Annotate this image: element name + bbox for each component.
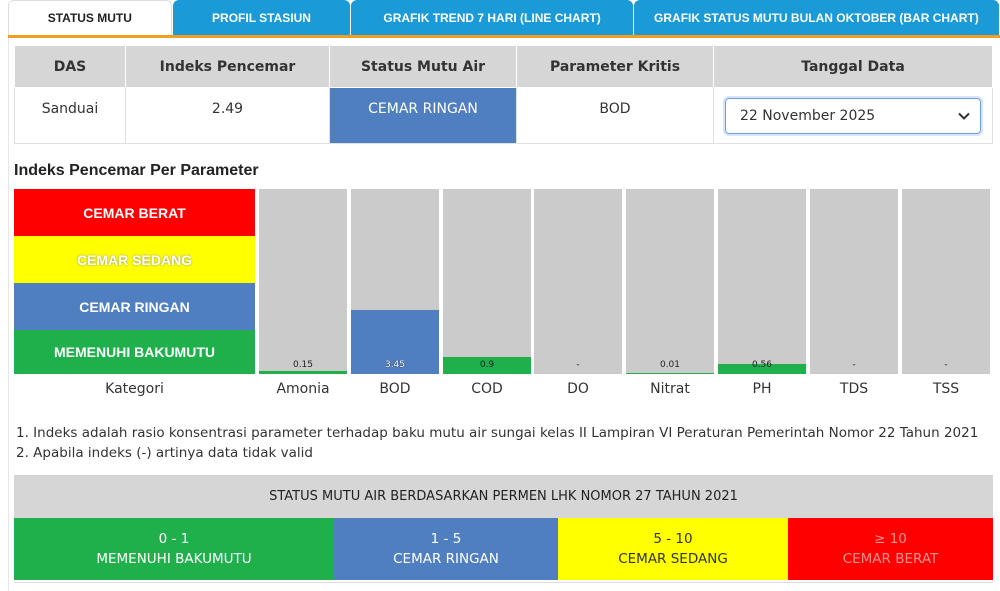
summary-table: DAS Indeks Pencemar Status Mutu Air Para… <box>14 45 993 144</box>
legend-title: STATUS MUTU AIR BERDASARKAN PERMEN LHK N… <box>14 475 993 518</box>
legend-cemar-sedang: 5 - 10 CEMAR SEDANG <box>558 518 788 580</box>
bar-value-label: 3.45 <box>384 360 406 370</box>
bar-category-label: TSS <box>932 381 960 397</box>
bar-category-label: Amonia <box>276 381 330 397</box>
legend-range: 0 - 1 <box>158 531 190 547</box>
bar-fill-cod <box>443 357 531 374</box>
category-cemar-berat: CEMAR BERAT <box>14 189 255 236</box>
bar-fill-ph <box>718 364 806 374</box>
tab-profil-stasiun[interactable]: PROFIL STASIUN <box>172 0 351 35</box>
bar-tds: - <box>810 189 898 374</box>
bar-nitrat: 0.01 <box>626 189 714 374</box>
bar-ph: 0.56 <box>718 189 806 374</box>
bar-category-label: Nitrat <box>650 381 690 397</box>
note-2: 2. Apabila indeks (-) artinya data tidak… <box>16 445 313 461</box>
legend-range: 1 - 5 <box>430 531 462 547</box>
legend-range: 5 - 10 <box>653 531 693 547</box>
kategori-label: Kategori <box>105 381 164 397</box>
table-row: Sanduai 2.49 CEMAR RINGAN BOD 22 Novembe… <box>14 87 993 144</box>
chevron-down-icon <box>958 108 970 124</box>
legend-memenuhi-bakumutu: 0 - 1 MEMENUHI BAKUMUTU <box>14 518 334 580</box>
status-badge: CEMAR RINGAN <box>329 87 517 144</box>
bar-amonia: 0.15 <box>259 189 347 374</box>
das-value: Sanduai <box>14 87 126 144</box>
header-status-mutu-air: Status Mutu Air <box>329 45 517 88</box>
bar-value-label: 0.9 <box>479 360 495 370</box>
content-left-border <box>8 38 9 591</box>
bar-fill-bod <box>351 310 439 374</box>
legend-label: CEMAR BERAT <box>842 551 939 567</box>
legend-cemar-ringan: 1 - 5 CEMAR RINGAN <box>334 518 558 580</box>
tab-bar: STATUS MUTU PROFIL STASIUN GRAFIK TREND … <box>8 0 1000 38</box>
tab-status-mutu[interactable]: STATUS MUTU <box>8 0 172 35</box>
bar-tss: - <box>902 189 990 374</box>
bar-value-label: 0.15 <box>292 360 314 370</box>
category-cemar-ringan: CEMAR RINGAN <box>14 283 255 330</box>
tab-grafik-status-mutu[interactable]: GRAFIK STATUS MUTU BULAN OKTOBER (BAR CH… <box>633 0 999 35</box>
date-select-value: 22 November 2025 <box>740 107 876 124</box>
indeks-value: 2.49 <box>125 87 330 144</box>
note-1: 1. Indeks adalah rasio konsentrasi param… <box>16 425 979 441</box>
bar-fill-amonia <box>259 371 347 374</box>
bar-cod: 0.9 <box>443 189 531 374</box>
legend-label: CEMAR RINGAN <box>393 551 499 567</box>
tab-grafik-trend[interactable]: GRAFIK TREND 7 HARI (LINE CHART) <box>351 0 633 35</box>
category-cemar-sedang: CEMAR SEDANG <box>14 236 255 283</box>
bar-category-label: TDS <box>839 381 869 397</box>
bar-category-label: COD <box>471 381 503 397</box>
bar-category-label: PH <box>752 381 772 397</box>
tanggal-cell: 22 November 2025 <box>713 87 993 144</box>
bar-value-label: 0.01 <box>659 360 681 370</box>
legend-cemar-berat: ≥ 10 CEMAR BERAT <box>788 518 993 580</box>
bar-value-label: - <box>852 360 856 370</box>
bar-fill-nitrat <box>626 373 714 374</box>
legend-range: ≥ 10 <box>874 531 907 547</box>
legend-label: CEMAR SEDANG <box>618 551 728 567</box>
bar-value-label: - <box>944 360 948 370</box>
section-title: Indeks Pencemar Per Parameter <box>14 162 259 179</box>
bar-do: - <box>534 189 622 374</box>
bottom-divider <box>14 582 993 583</box>
header-das: DAS <box>14 45 126 88</box>
header-tanggal-data: Tanggal Data <box>713 45 993 88</box>
bar-category-label: BOD <box>379 381 411 397</box>
bar-bod: 3.45 <box>351 189 439 374</box>
header-parameter-kritis: Parameter Kritis <box>516 45 714 88</box>
bar-value-label: - <box>576 360 580 370</box>
parameter-kritis-value: BOD <box>516 87 714 144</box>
header-indeks-pencemar: Indeks Pencemar <box>125 45 330 88</box>
bar-value-label: 0.56 <box>751 360 773 370</box>
notes: 1. Indeks adalah rasio konsentrasi param… <box>16 423 978 463</box>
date-select[interactable]: 22 November 2025 <box>725 97 981 134</box>
category-memenuhi-bakumutu: MEMENUHI BAKUMUTU <box>14 330 255 374</box>
legend-label: MEMENUHI BAKUMUTU <box>96 551 252 567</box>
bar-category-label: DO <box>567 381 589 397</box>
